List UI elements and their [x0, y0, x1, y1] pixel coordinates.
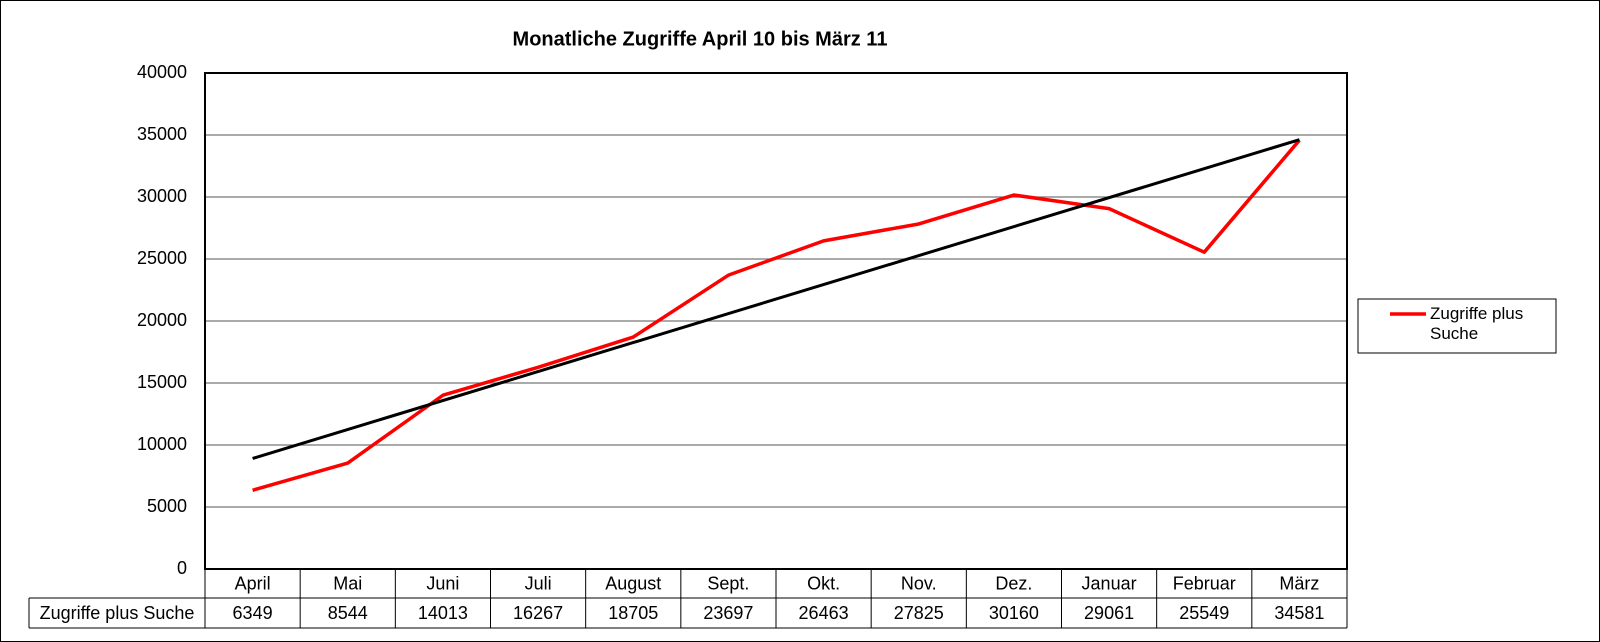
x-tick-label: Okt.: [807, 573, 840, 593]
y-tick-label: 35000: [137, 124, 187, 144]
y-tick-label: 20000: [137, 310, 187, 330]
table-row-label: Zugriffe plus Suche: [40, 603, 195, 623]
x-tick-label: Mai: [333, 573, 362, 593]
table-value: 27825: [894, 603, 944, 623]
chart-title: Monatliche Zugriffe April 10 bis März 11: [513, 28, 888, 50]
x-tick-label: Nov.: [901, 573, 937, 593]
table-value: 29061: [1084, 603, 1134, 623]
y-tick-label: 30000: [137, 186, 187, 206]
table-value: 34581: [1274, 603, 1324, 623]
table-value: 23697: [703, 603, 753, 623]
y-tick-label: 10000: [137, 434, 187, 454]
table-value: 16267: [513, 603, 563, 623]
table-value: 26463: [799, 603, 849, 623]
legend-box: [1357, 298, 1557, 354]
table-value: 6349: [233, 603, 273, 623]
y-tick-label: 40000: [137, 62, 187, 82]
x-tick-label: Dez.: [995, 573, 1032, 593]
y-tick-label: 5000: [147, 496, 187, 516]
table-value: 8544: [328, 603, 368, 623]
x-tick-label: Sept.: [707, 573, 749, 593]
y-tick-label: 15000: [137, 372, 187, 392]
x-tick-label: April: [235, 573, 271, 593]
x-tick-label: Juli: [525, 573, 552, 593]
x-tick-label: Januar: [1082, 573, 1137, 593]
table-value: 30160: [989, 603, 1039, 623]
trend-line: [252, 138, 1300, 460]
x-tick-label: Juni: [426, 573, 459, 593]
x-tick-label: August: [605, 573, 661, 593]
table-value: 18705: [608, 603, 658, 623]
x-tick-label: Februar: [1173, 573, 1236, 593]
y-tick-label: 25000: [137, 248, 187, 268]
table-value: 25549: [1179, 603, 1229, 623]
table-value: 14013: [418, 603, 468, 623]
legend-label: Zugriffe plus Suche: [1430, 304, 1524, 343]
y-tick-label: 0: [177, 558, 187, 578]
x-tick-label: März: [1279, 573, 1319, 593]
